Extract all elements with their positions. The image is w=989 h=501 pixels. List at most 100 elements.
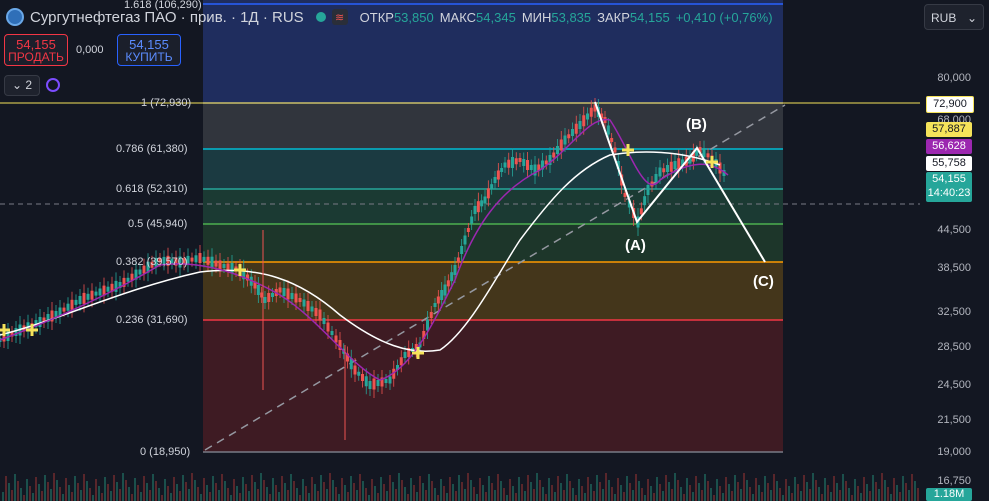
candle-body	[556, 146, 559, 154]
volume-bar	[686, 478, 688, 501]
candle-body	[278, 287, 282, 293]
last-price-tag[interactable]: 54,155 14:40:23	[926, 172, 972, 202]
volume-bar	[542, 487, 544, 501]
volume-bar	[668, 482, 670, 501]
volume-bar	[41, 491, 43, 501]
volume-bar	[89, 488, 91, 501]
volume-bar	[836, 483, 838, 501]
volume-bar	[890, 494, 892, 501]
sync-icon[interactable]	[46, 78, 60, 92]
volume-bar	[239, 493, 241, 501]
volume-bar	[146, 483, 148, 501]
candle-body	[357, 371, 361, 376]
volume-bar	[254, 482, 256, 501]
volume-bar	[731, 491, 733, 501]
volume-bar	[860, 493, 862, 501]
buy-button[interactable]: 54,155 КУПИТЬ	[117, 34, 181, 66]
candle-body	[146, 261, 150, 273]
trend-line	[204, 104, 786, 451]
flag-icon[interactable]: ≋	[331, 9, 348, 25]
candle-body	[198, 253, 202, 263]
volume-bar	[575, 495, 577, 501]
volume-bar	[323, 482, 325, 501]
price-tag-fib-1[interactable]: 72,900	[926, 96, 974, 113]
volume-bar	[698, 483, 700, 501]
candle-body	[256, 285, 260, 295]
sell-button[interactable]: 54,155 ПРОДАТЬ	[4, 34, 68, 66]
volume-bar	[509, 479, 511, 501]
volume-bar	[86, 481, 88, 501]
volume-bar	[773, 474, 775, 501]
candle-body	[42, 317, 46, 323]
sell-price: 54,155	[16, 37, 56, 52]
symbol-header[interactable]: Сургутнефтегаз ПАО · прив. · 1Д · RUS ≋ …	[0, 0, 920, 34]
volume-bar	[461, 482, 463, 501]
candle-body	[559, 139, 563, 151]
volume-bar	[746, 480, 748, 501]
volume-bar	[158, 488, 160, 501]
volume-bar	[77, 483, 79, 501]
volume-bar	[119, 489, 121, 501]
volume-bar	[26, 479, 28, 501]
volume-bar	[437, 495, 439, 501]
candle-body	[466, 228, 470, 232]
volume-bar	[854, 479, 856, 501]
candle-body	[456, 257, 460, 263]
axis-tick: 32,500	[937, 306, 971, 318]
volume-bar	[623, 492, 625, 501]
candle-body	[122, 277, 126, 287]
volume-bar	[284, 483, 286, 501]
price-tag-ma[interactable]: 57,887	[926, 122, 972, 137]
candle-body	[511, 157, 514, 168]
buy-price: 54,155	[129, 37, 169, 52]
volume-bar	[761, 492, 763, 501]
volume-bar	[167, 486, 169, 501]
candle-body	[718, 162, 722, 174]
currency-select[interactable]: RUB ⌄	[924, 4, 984, 30]
candle-body	[526, 160, 529, 170]
volume-bar	[335, 487, 337, 501]
volume-bar	[17, 481, 19, 501]
axis-tick: 80,000	[937, 72, 971, 84]
volume-bar	[887, 487, 889, 501]
volume-bar	[599, 482, 601, 501]
candle-body	[322, 318, 326, 324]
candle-body	[290, 293, 294, 299]
candle-body	[695, 150, 699, 156]
volume-bar	[653, 493, 655, 501]
volume-bar	[674, 473, 676, 501]
price-tag-ma-fast[interactable]: 56,628	[926, 139, 972, 154]
volume-bar	[38, 484, 40, 501]
volume-bar	[8, 483, 10, 501]
candle-body	[503, 162, 507, 168]
candle-body	[134, 269, 138, 280]
candle-body	[326, 322, 330, 332]
candle-body	[440, 290, 444, 300]
volume-bar	[707, 481, 709, 501]
candle-body	[138, 269, 142, 275]
axis-tick: 19,000	[937, 446, 971, 458]
volume-bar	[176, 484, 178, 501]
fib-zone	[203, 262, 783, 320]
volume-bar	[377, 493, 379, 501]
volume-bar	[779, 488, 781, 501]
volume-bar	[266, 487, 268, 501]
candle-body	[372, 378, 376, 390]
symbol-title[interactable]: Сургутнефтегаз ПАО · прив. · 1Д · RUS	[30, 8, 304, 26]
volume-bar	[338, 494, 340, 501]
price-tag-ma-slow[interactable]: 55,758	[926, 156, 972, 171]
candle-body	[260, 292, 264, 298]
close-value: 54,155	[629, 9, 670, 25]
volume-bar	[626, 476, 628, 501]
symbol-logo-icon	[6, 8, 24, 26]
market-status-icon[interactable]	[315, 12, 326, 22]
candle-body	[298, 298, 302, 302]
volume-bar	[233, 479, 235, 501]
fib-zone	[203, 189, 783, 224]
candle-body	[142, 265, 146, 274]
volume-bar	[635, 474, 637, 501]
volume-bar	[710, 488, 712, 501]
indicators-toggle[interactable]: ⌄ 2	[4, 75, 40, 96]
